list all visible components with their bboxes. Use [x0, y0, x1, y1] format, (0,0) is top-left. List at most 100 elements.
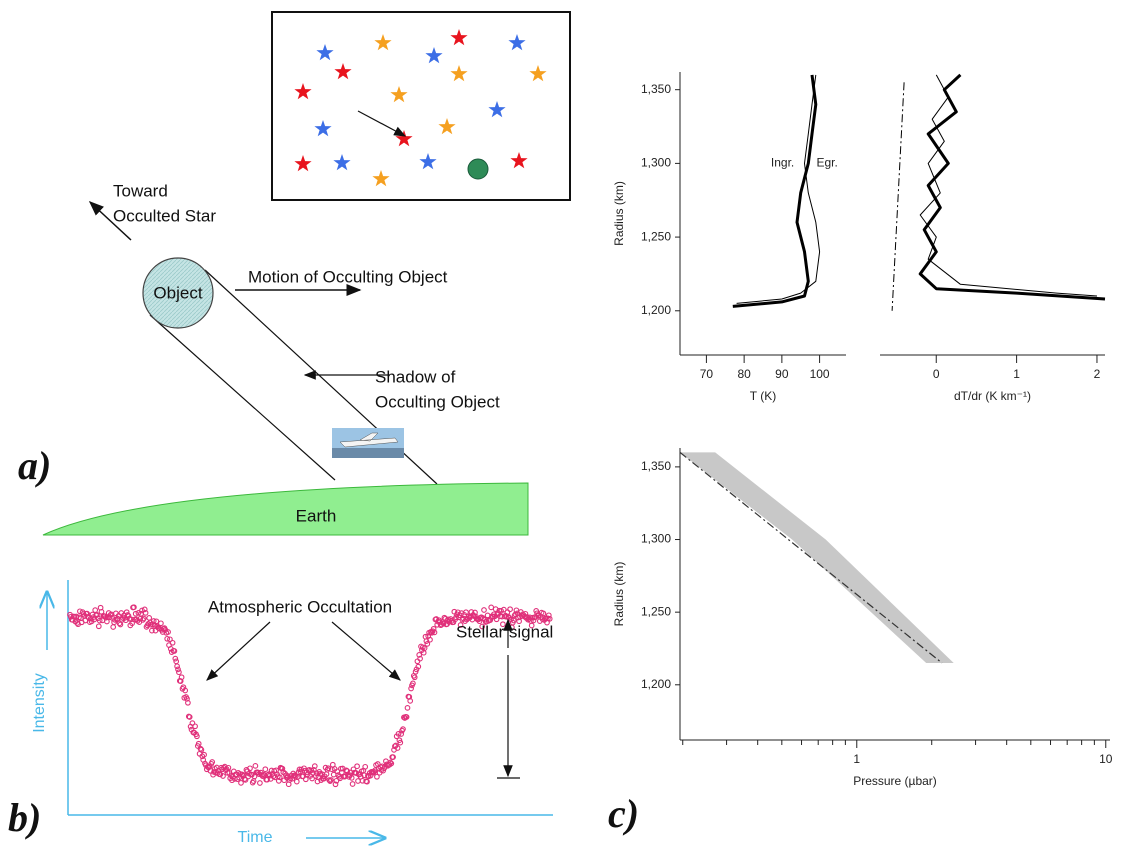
point	[238, 780, 244, 786]
series-label: Egr.	[817, 156, 838, 170]
point	[132, 610, 139, 617]
star	[450, 65, 468, 82]
star-arrow	[88, 200, 132, 241]
point	[328, 777, 334, 783]
point	[528, 622, 535, 629]
uncertainty-band	[680, 452, 954, 663]
point	[178, 674, 185, 681]
point	[404, 705, 411, 711]
point	[398, 731, 405, 737]
point	[174, 663, 180, 670]
series-line	[918, 73, 1106, 301]
point	[479, 623, 486, 630]
star	[425, 47, 443, 64]
point	[415, 663, 422, 670]
point	[146, 615, 153, 621]
point	[257, 780, 263, 786]
point	[185, 699, 191, 706]
airplane	[332, 428, 404, 458]
point	[416, 652, 423, 658]
point	[201, 751, 207, 758]
x-tick-label: 100	[810, 367, 830, 381]
point	[421, 645, 428, 651]
star	[333, 154, 351, 171]
point	[507, 606, 513, 613]
point	[131, 604, 137, 611]
point	[175, 666, 181, 673]
series-label: Ingr.	[771, 156, 794, 170]
point	[173, 658, 180, 665]
point	[117, 621, 124, 628]
x-tick-label: 1	[853, 752, 860, 766]
star	[529, 65, 547, 82]
point	[362, 763, 369, 770]
star	[294, 83, 312, 100]
x-tick-label: 70	[700, 367, 714, 381]
x-axis-label: Pressure (µbar)	[853, 774, 937, 788]
point	[293, 778, 300, 785]
point	[414, 658, 421, 665]
point	[129, 620, 135, 627]
x-tick-label: 90	[775, 367, 789, 381]
point	[229, 777, 235, 784]
occulting-body	[467, 158, 489, 180]
star	[395, 130, 413, 147]
earth	[42, 482, 529, 536]
point	[275, 778, 282, 784]
x-tick-label: 10	[1099, 752, 1113, 766]
arrow	[331, 621, 401, 681]
axis-label: Intensity	[31, 673, 48, 733]
point	[431, 629, 438, 636]
annotation: Atmospheric Occultation	[208, 597, 392, 616]
y-tick-label: 1,300	[641, 156, 671, 170]
point	[176, 669, 182, 676]
y-axis-label: Radius (km)	[612, 562, 626, 627]
x-tick-label: 0	[933, 367, 940, 381]
point	[388, 760, 395, 767]
point	[116, 620, 123, 627]
point	[407, 698, 414, 704]
star	[450, 29, 468, 46]
point	[153, 618, 160, 625]
point	[394, 745, 401, 751]
star	[390, 86, 408, 103]
arrow	[206, 621, 271, 681]
point	[484, 612, 491, 619]
object	[142, 257, 214, 329]
point	[427, 636, 433, 643]
point	[301, 765, 307, 772]
star	[488, 101, 506, 118]
y-tick-label: 1,350	[641, 82, 671, 96]
point	[128, 616, 135, 623]
point	[220, 773, 226, 779]
point	[354, 763, 360, 770]
point	[258, 772, 265, 778]
point	[343, 767, 350, 774]
occultation-diagram: Toward Occulted Star Object Motion of Oc…	[18, 11, 571, 536]
series-line	[891, 82, 905, 311]
point	[158, 620, 164, 627]
point	[440, 620, 447, 627]
point	[387, 759, 394, 766]
point	[252, 763, 259, 769]
star	[510, 152, 528, 169]
label: Toward	[113, 181, 168, 200]
point	[225, 764, 232, 771]
point	[195, 740, 202, 747]
point	[209, 759, 216, 765]
point	[374, 773, 380, 780]
point	[395, 730, 402, 737]
light-curve-points	[67, 604, 553, 788]
label: Occulted Star	[113, 206, 216, 225]
point	[207, 767, 214, 774]
panel-label: c)	[608, 791, 639, 836]
star	[334, 63, 352, 80]
point	[311, 767, 317, 773]
point	[197, 745, 204, 752]
star	[294, 155, 312, 172]
point	[198, 746, 205, 753]
point	[169, 639, 176, 646]
point	[312, 773, 319, 779]
y-tick-label: 1,200	[641, 677, 671, 691]
